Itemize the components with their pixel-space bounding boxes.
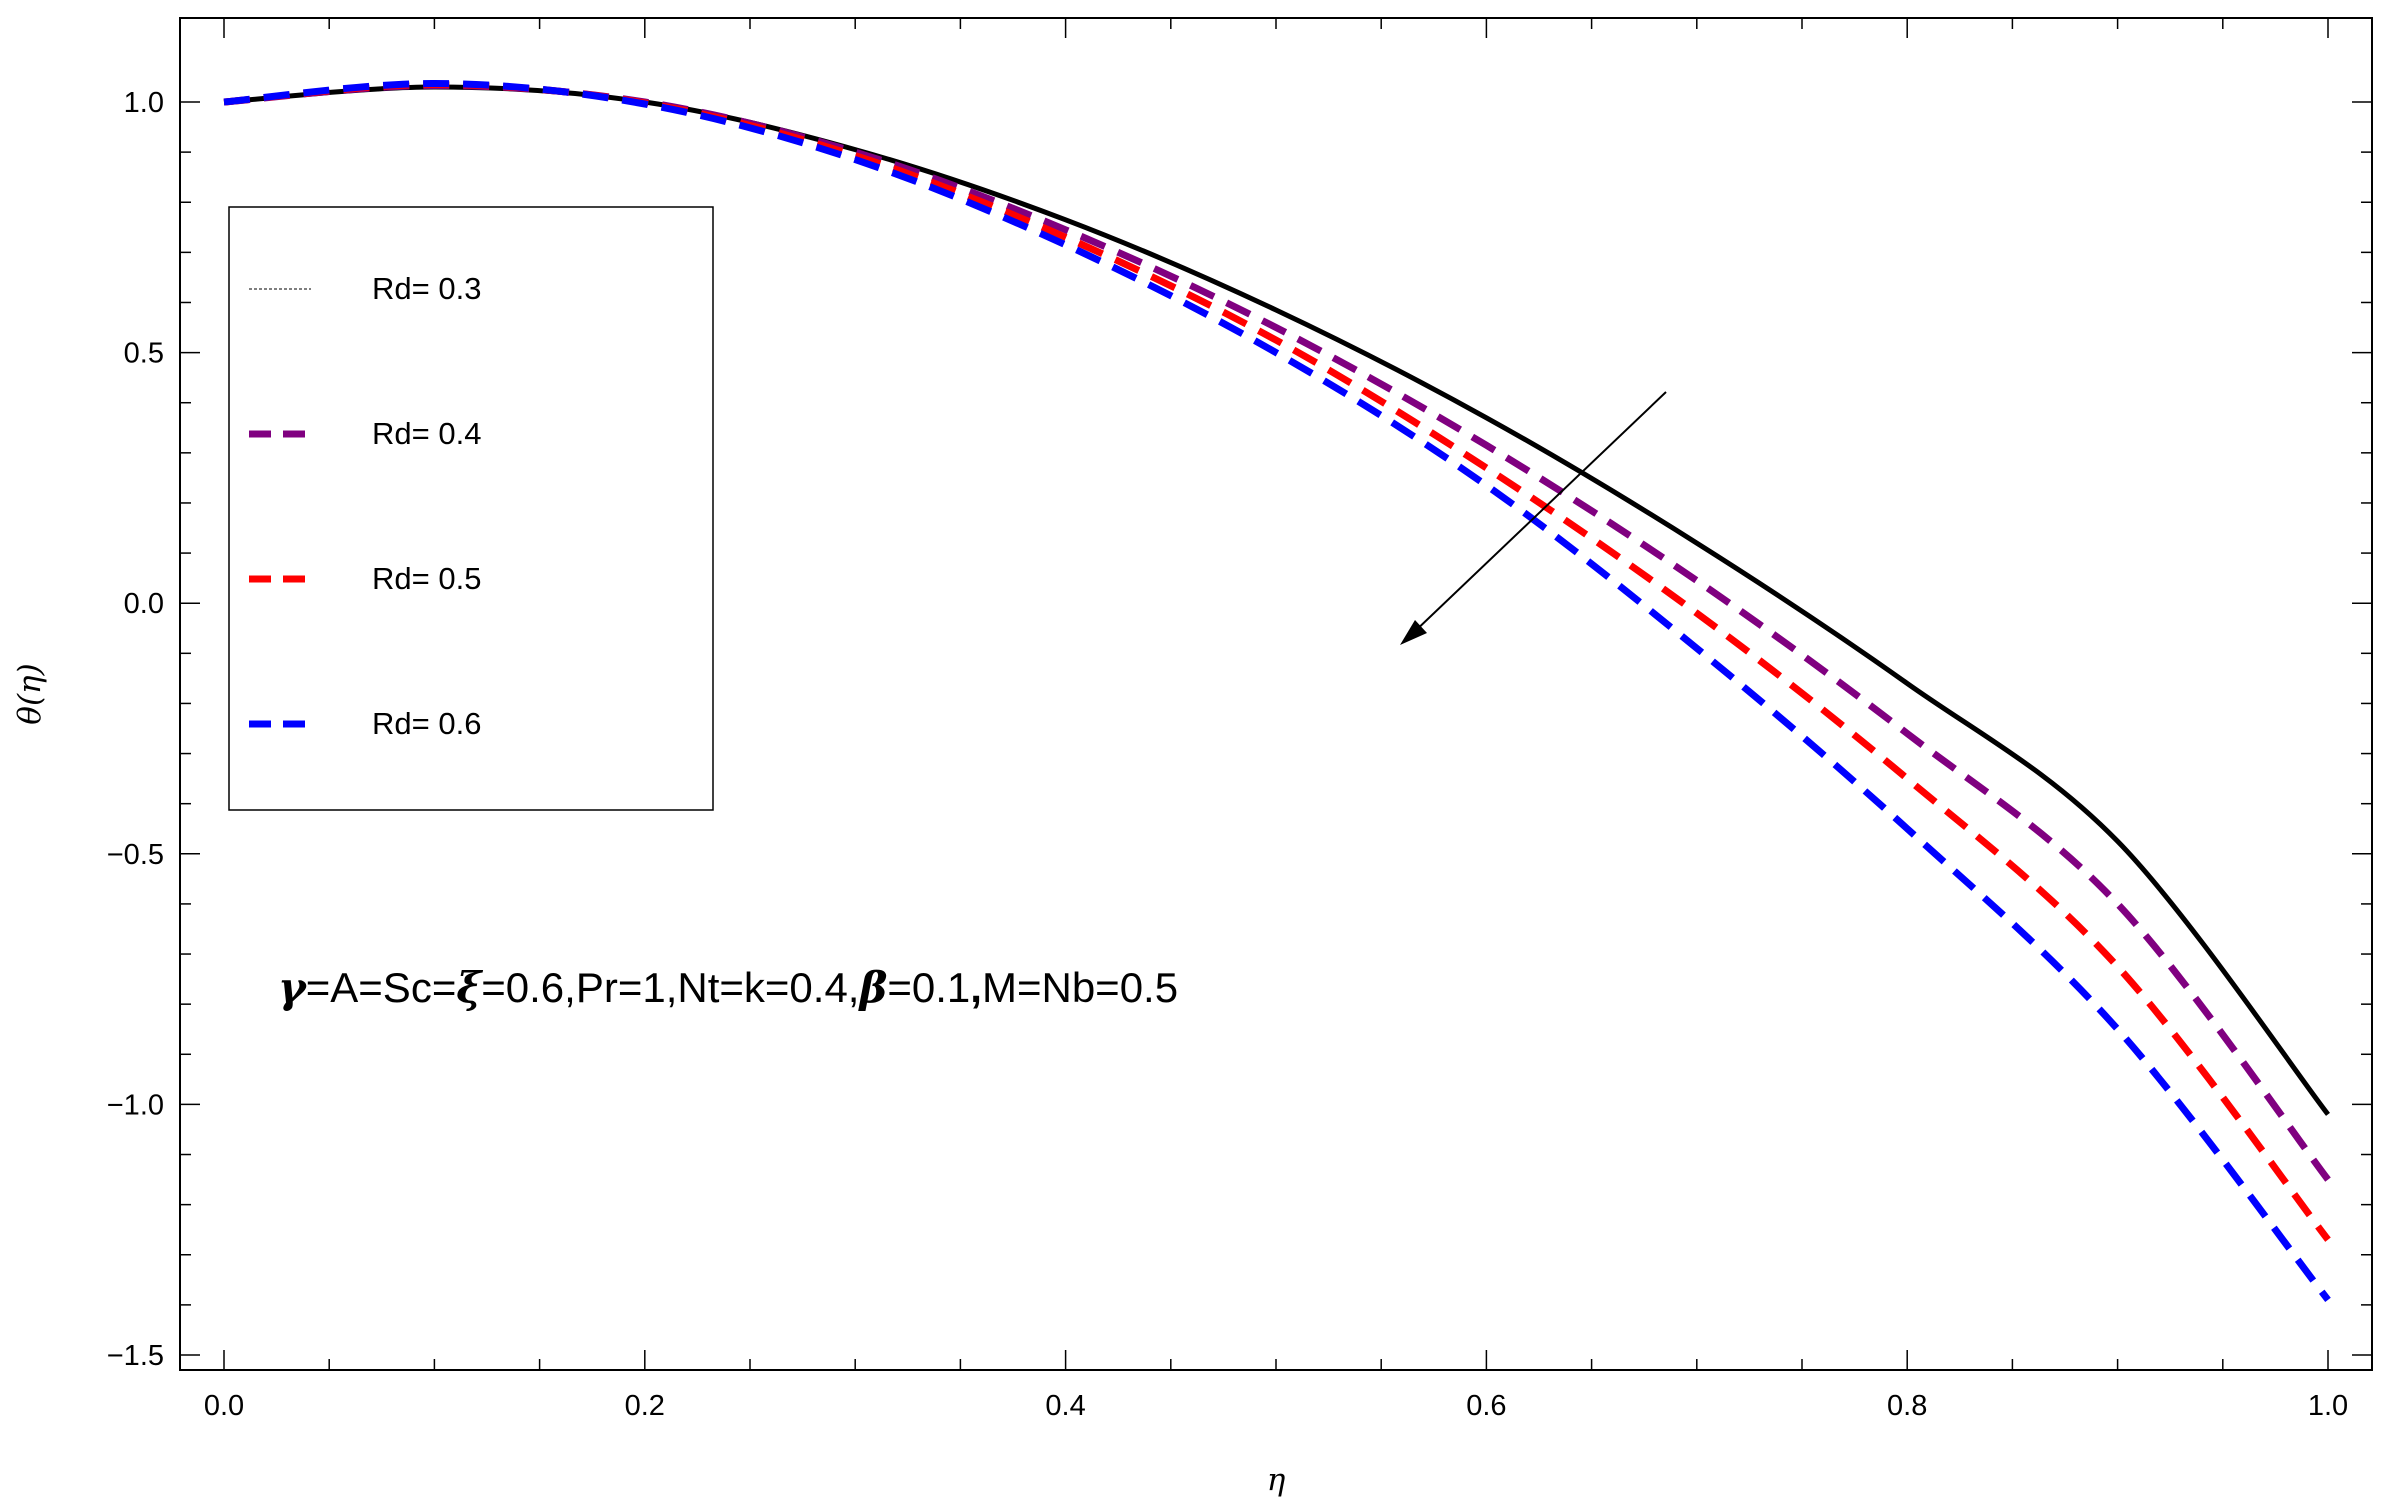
legend-label-rd-0.5: Rd= 0.5 (372, 561, 481, 596)
legend-label-rd-0.3: Rd= 0.3 (372, 271, 481, 306)
x-tick-label: 1.0 (2308, 1390, 2348, 1422)
x-tick-label: 0.2 (625, 1390, 665, 1422)
x-tick-label: 0.4 (1045, 1390, 1085, 1422)
legend: Rd= 0.3 Rd= 0.4 Rd= 0.5 Rd= 0.6 (228, 206, 714, 811)
parameter-annotation: γ=A=Sc=ξ=0.6,Pr=1,Nt=k=0.4,β=0.1,M=Nb=0.… (278, 963, 1178, 1012)
y-tick-label: −0.5 (107, 839, 164, 871)
y-tick-label: 0.5 (124, 338, 164, 370)
trend-arrow (1400, 391, 1667, 645)
legend-box (228, 206, 714, 811)
y-tick-label: −1.5 (107, 1340, 164, 1372)
y-tick-label: −1.0 (107, 1089, 164, 1121)
axis-ticks: 0.0 0.2 0.4 0.6 0.8 1.0 1.0 0.5 0.0 −0.5 −1.0 −1.5 (107, 18, 2372, 1422)
y-tick-label: 0.0 (124, 588, 164, 620)
x-tick-label: 0.6 (1466, 1390, 1506, 1422)
legend-label-rd-0.4: Rd= 0.4 (372, 416, 481, 451)
x-tick-label: 0.0 (204, 1390, 244, 1422)
series-lines (223, 79, 2331, 1303)
y-tick-label: 1.0 (124, 87, 164, 119)
series-line-0.6 (223, 79, 2331, 1303)
y-axis-label: θ(η) (12, 663, 48, 724)
x-axis-label: η (1267, 1462, 1286, 1498)
x-tick-label: 0.8 (1887, 1390, 1927, 1422)
legend-label-rd-0.6: Rd= 0.6 (372, 706, 481, 741)
